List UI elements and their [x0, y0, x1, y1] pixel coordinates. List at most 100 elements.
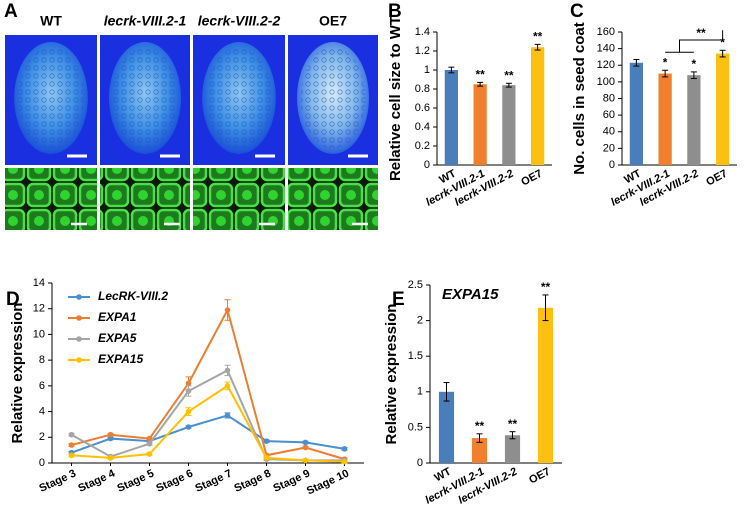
series-marker [146, 440, 153, 447]
chart-title: EXPA15 [442, 286, 499, 303]
legend-label: LecRK-VIII.2 [98, 289, 168, 303]
significance-label: ** [533, 30, 543, 44]
bar [716, 53, 730, 165]
y-tick-label: 6 [39, 380, 45, 392]
y-tick-label: 0 [39, 457, 45, 469]
series-marker [224, 412, 231, 419]
series-marker [146, 435, 153, 442]
legend-label: EXPA5 [98, 331, 137, 345]
series-marker [341, 458, 348, 465]
bar [473, 84, 487, 165]
y-tick-label: 0 [417, 457, 423, 469]
bar [438, 391, 455, 463]
y-axis-label: Relative expression [383, 304, 400, 445]
error-bar [719, 49, 726, 58]
x-tick-label: Stage 7 [193, 467, 234, 494]
series-marker [302, 444, 309, 451]
y-tick-label: 160 [597, 26, 615, 38]
y-tick-label: 0.6 [415, 102, 430, 114]
y-tick-label: 8 [39, 354, 45, 366]
series-marker [68, 431, 75, 438]
bar [537, 307, 554, 463]
y-tick-label: 0 [609, 159, 615, 171]
significance-label: * [663, 55, 668, 69]
series-line [71, 384, 345, 463]
y-tick-label: 20 [603, 142, 615, 154]
legend-marker [76, 336, 82, 342]
error-bar [476, 433, 483, 443]
y-tick-label: 120 [597, 59, 615, 71]
error-bar [690, 71, 697, 80]
y-tick-label: 100 [597, 76, 615, 88]
series-marker [224, 307, 231, 313]
legend-label: EXPA1 [98, 310, 137, 324]
significance-label: * [692, 57, 697, 71]
panel-label: B [388, 1, 402, 22]
series-marker [263, 455, 270, 461]
seed-texture [205, 47, 273, 149]
y-axis-label: Relative cell size to WT [387, 16, 404, 181]
y-tick-label: 0.5 [408, 421, 423, 433]
genotype-label: WT [40, 13, 62, 29]
series-marker [68, 442, 75, 448]
series-marker [185, 424, 192, 430]
y-tick-label: 2.5 [408, 279, 423, 291]
y-tick-label: 80 [603, 92, 615, 104]
series-marker [68, 452, 75, 459]
y-tick-label: 12 [33, 303, 45, 315]
cell-image [5, 168, 97, 230]
bar [658, 73, 672, 165]
error-bar [505, 82, 512, 88]
y-tick-label: 0.2 [415, 140, 430, 152]
legend-marker [76, 294, 82, 300]
y-axis-label: No. cells in seed coat [571, 22, 588, 175]
y-tick-label: 1 [424, 64, 430, 76]
error-bar [443, 382, 450, 402]
x-tick-label: Stage 8 [232, 467, 273, 494]
genotype-label: OE7 [319, 13, 347, 29]
error-bar [448, 66, 455, 74]
y-tick-label: 0.4 [415, 121, 430, 133]
series-marker [107, 455, 114, 461]
legend-marker [76, 315, 82, 321]
y-tick-label: 2 [417, 315, 423, 327]
series-marker [224, 367, 231, 374]
y-tick-label: 10 [33, 328, 45, 340]
y-tick-label: 2 [39, 431, 45, 443]
y-tick-label: 60 [603, 109, 615, 121]
x-tick-label: Stage 4 [76, 467, 117, 495]
legend-marker [76, 357, 82, 363]
bar [471, 438, 488, 463]
y-tick-label: 1.2 [415, 45, 430, 57]
image-panel [5, 35, 378, 230]
y-tick-label: 0.8 [415, 83, 430, 95]
genotype-label: lecrk-VIII.2-2 [198, 13, 281, 29]
bar [444, 70, 458, 165]
panel-label: E [392, 289, 405, 310]
series-marker [185, 380, 192, 387]
legend-label: EXPA15 [98, 352, 143, 366]
significance-label: ** [475, 419, 485, 433]
x-tick-label: Stage 10 [305, 467, 351, 497]
seed-texture [300, 47, 366, 149]
y-tick-label: 0 [424, 159, 430, 171]
x-tick-label: OE7 [527, 466, 552, 487]
y-tick-label: 140 [597, 43, 615, 55]
error-bar [662, 69, 669, 78]
significance-label: ** [475, 68, 485, 82]
bar [504, 435, 521, 463]
x-tick-label: Stage 3 [37, 467, 78, 494]
x-tick-label: Stage 5 [115, 467, 156, 494]
series-marker [107, 435, 114, 442]
panel-label: D [6, 289, 20, 310]
y-axis-label: Relative expression [9, 303, 26, 444]
y-tick-label: 14 [33, 277, 45, 289]
bar [687, 75, 701, 165]
series-marker [107, 431, 114, 438]
panel-label: A [4, 1, 18, 22]
significance-label: * [720, 35, 725, 49]
error-bar [633, 58, 640, 67]
series-line [71, 414, 345, 454]
y-tick-label: 40 [603, 126, 615, 138]
series-marker [302, 457, 309, 464]
